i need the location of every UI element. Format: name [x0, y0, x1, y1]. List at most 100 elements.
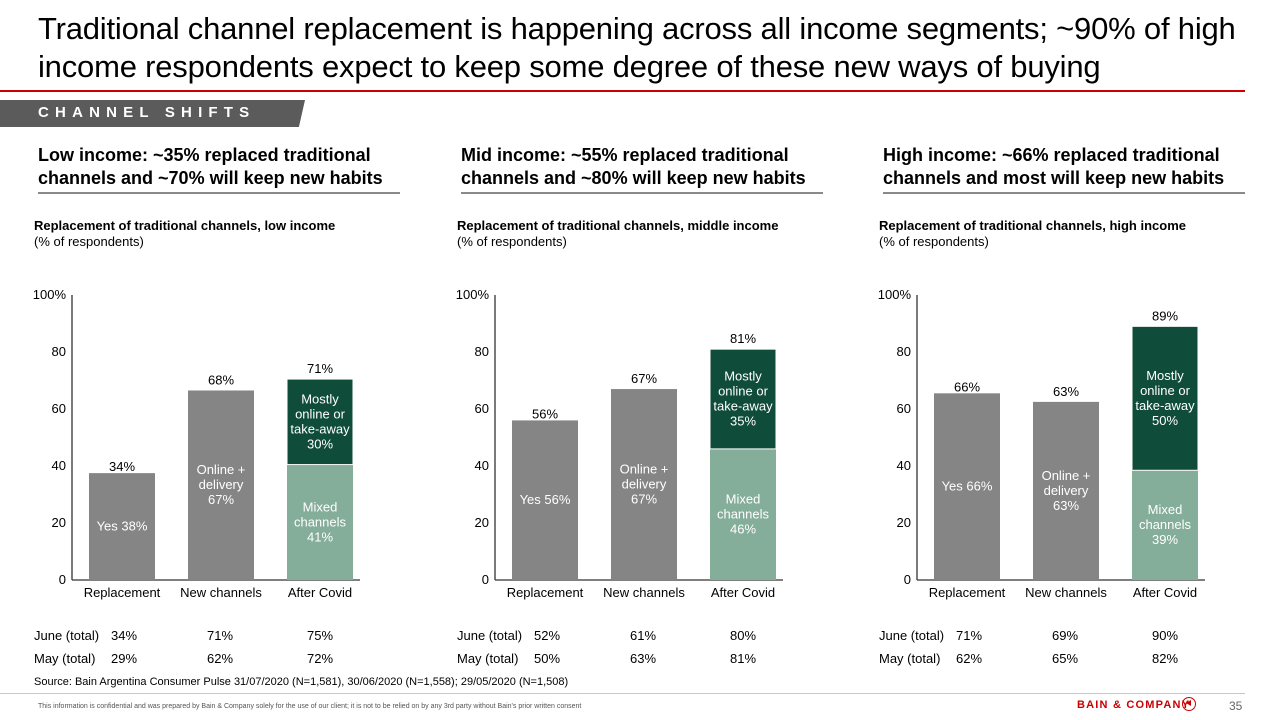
- row-label: June (total): [34, 628, 100, 643]
- bar-segment: [611, 389, 677, 580]
- y-tick-label: 40: [475, 458, 489, 473]
- page-number: 35: [1229, 699, 1243, 713]
- cell-replacement: 34%: [111, 628, 138, 643]
- x-category-label: After Covid: [711, 585, 775, 600]
- y-tick-label: 20: [897, 515, 911, 530]
- cell-new-channels: 61%: [630, 628, 657, 643]
- panel-headline: Mid income: ~55% replaced traditional ch…: [461, 145, 806, 188]
- row-label: May (total): [879, 651, 941, 666]
- bar-segment: [89, 473, 155, 580]
- segment-label: Yes 56%: [520, 492, 571, 507]
- x-category-label: Replacement: [84, 585, 161, 600]
- table-row-june: June (total) 52% 61% 80%: [457, 628, 817, 651]
- y-tick-label: 20: [52, 515, 66, 530]
- y-tick-label: 60: [475, 401, 489, 416]
- section-tag-label: CHANNEL SHIFTS: [38, 104, 256, 121]
- table-row-june: June (total) 34% 71% 75%: [34, 628, 394, 651]
- table-row-may: May (total) 50% 63% 81%: [457, 651, 817, 674]
- brand-wordmark: BAIN & COMPANY: [1077, 699, 1191, 711]
- chart-title: Replacement of traditional channels, hig…: [879, 218, 1186, 233]
- bar-segment: [709, 348, 777, 450]
- panel-mid-income: Mid income: ~55% replaced traditional ch…: [456, 140, 861, 680]
- panel-high-income: High income: ~66% replaced traditional c…: [878, 140, 1280, 680]
- bar-chart-low-income: 0 20 40 60 80 100% Yes 38% 34% Replacement Online…: [33, 287, 360, 600]
- y-tick-label: 100%: [33, 287, 67, 302]
- y-tick-label: 80: [897, 344, 911, 359]
- bar-total-label: 63%: [1053, 384, 1079, 399]
- y-tick-label: 20: [475, 515, 489, 530]
- x-category-label: Replacement: [507, 585, 584, 600]
- bar-segment: [512, 420, 578, 580]
- title-divider: [0, 90, 1245, 92]
- cell-replacement: 71%: [956, 628, 983, 643]
- cell-after-covid: 82%: [1152, 651, 1179, 666]
- segment-label: Mostly online or take-away 30%: [290, 391, 350, 451]
- row-label: June (total): [879, 628, 945, 643]
- bar-chart-high-income: 0 20 40 60 80 100% Yes 66% 66% Replacement Online…: [878, 287, 1205, 600]
- bar-segment: [934, 393, 1000, 580]
- y-tick-label: 0: [904, 572, 911, 587]
- bain-logo-icon: [1182, 697, 1196, 711]
- cell-after-covid: 90%: [1152, 628, 1179, 643]
- source-note: Source: Bain Argentina Consumer Pulse 31…: [34, 676, 569, 688]
- section-tag: CHANNEL SHIFTS: [0, 100, 305, 127]
- row-label: May (total): [34, 651, 96, 666]
- x-category-label: Replacement: [929, 585, 1006, 600]
- x-category-label: New channels: [1025, 585, 1107, 600]
- y-tick-label: 80: [475, 344, 489, 359]
- comparison-table: June (total) 34% 71% 75% May (total) 29%…: [34, 628, 394, 674]
- y-tick-label: 0: [482, 572, 489, 587]
- segment-label: Mixed channels 46%: [717, 491, 770, 536]
- y-tick-label: 100%: [878, 287, 912, 302]
- y-tick-label: 60: [897, 401, 911, 416]
- y-tick-label: 0: [59, 572, 66, 587]
- cell-new-channels: 62%: [207, 651, 234, 666]
- bar-segment: [710, 448, 776, 580]
- x-category-label: New channels: [180, 585, 262, 600]
- chart-subtitle: (% of respondents): [879, 234, 989, 249]
- bar-total-label: 56%: [532, 406, 558, 421]
- comparison-table: June (total) 71% 69% 90% May (total) 62%…: [879, 628, 1239, 674]
- cell-new-channels: 65%: [1052, 651, 1079, 666]
- cell-after-covid: 80%: [730, 628, 757, 643]
- x-category-label: After Covid: [1133, 585, 1197, 600]
- cell-new-channels: 69%: [1052, 628, 1079, 643]
- bar-segment: [287, 464, 353, 580]
- bar-total-label: 67%: [631, 371, 657, 386]
- cell-replacement: 52%: [534, 628, 561, 643]
- bar-total-label: 66%: [954, 379, 980, 394]
- chart-subtitle: (% of respondents): [457, 234, 567, 249]
- bar-segment: [1131, 325, 1199, 471]
- segment-label: Mixed channels 39%: [1139, 502, 1192, 547]
- y-tick-label: 60: [52, 401, 66, 416]
- table-row-may: May (total) 29% 62% 72%: [34, 651, 394, 674]
- y-tick-label: 100%: [456, 287, 490, 302]
- panel-divider: [38, 192, 400, 194]
- segment-label: Mostly online or take-away 50%: [1135, 368, 1195, 428]
- chart-subtitle: (% of respondents): [34, 234, 144, 249]
- row-label: May (total): [457, 651, 519, 666]
- segment-label: Online + delivery 67%: [197, 462, 246, 507]
- bar-segment: [188, 390, 254, 580]
- bar-segment: [286, 378, 354, 466]
- panel-divider: [883, 192, 1245, 194]
- chart-title: Replacement of traditional channels, mid…: [457, 218, 779, 233]
- cell-after-covid: 75%: [307, 628, 334, 643]
- y-tick-label: 80: [52, 344, 66, 359]
- x-category-label: After Covid: [288, 585, 352, 600]
- x-category-label: New channels: [603, 585, 685, 600]
- cell-after-covid: 72%: [307, 651, 334, 666]
- bar-segment: [1132, 470, 1198, 580]
- table-row-june: June (total) 71% 69% 90%: [879, 628, 1239, 651]
- comparison-table: June (total) 52% 61% 80% May (total) 50%…: [457, 628, 817, 674]
- row-label: June (total): [457, 628, 523, 643]
- confidentiality-disclaimer: This information is confidential and was…: [38, 703, 582, 710]
- segment-label: Mostly online or take-away 35%: [713, 369, 773, 429]
- segment-label: Yes 38%: [97, 519, 148, 534]
- panel-headline: Low income: ~35% replaced traditional ch…: [38, 145, 383, 188]
- footer-divider: [0, 693, 1245, 694]
- cell-new-channels: 63%: [630, 651, 657, 666]
- segment-label: Mixed channels 41%: [294, 499, 347, 544]
- chart-title: Replacement of traditional channels, low…: [34, 218, 336, 233]
- segment-label: Yes 66%: [942, 479, 993, 494]
